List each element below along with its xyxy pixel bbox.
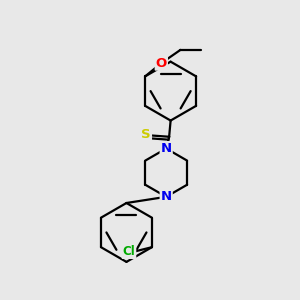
Text: N: N — [160, 142, 172, 155]
Text: N: N — [160, 190, 172, 203]
Text: S: S — [141, 128, 151, 141]
Text: Cl: Cl — [123, 245, 135, 258]
Text: O: O — [156, 57, 167, 70]
